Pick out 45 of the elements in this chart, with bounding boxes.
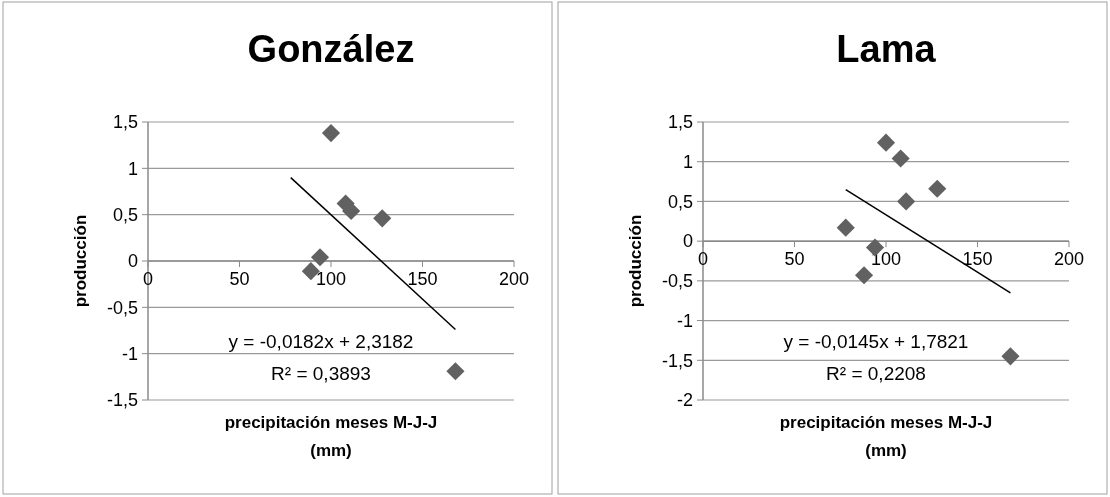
point — [1001, 347, 1020, 366]
y-tick-label: 0,5 — [112, 204, 138, 225]
y-tick-label: -0,5 — [661, 271, 693, 292]
y-tick-label: 0 — [682, 231, 693, 252]
point — [321, 124, 341, 143]
y-tick-label: 1 — [127, 158, 138, 179]
chart-title: Lama — [836, 28, 937, 70]
annotation: y = -0,0145x + 1,7821 — [783, 331, 969, 352]
y-tick-label: -0,5 — [106, 297, 138, 318]
x-tick-label: 0 — [697, 249, 709, 270]
y-tick-label: -2 — [676, 390, 693, 411]
point — [446, 362, 465, 381]
x-tick-label: 150 — [407, 269, 438, 289]
point — [876, 133, 896, 152]
point — [373, 209, 392, 228]
annotation: y = -0,0182x + 2,3182 — [228, 331, 414, 352]
x-tick-label: 200 — [498, 269, 530, 289]
x-axis-title: precipitación meses M-J-J (mm) — [224, 413, 438, 460]
point — [854, 266, 874, 285]
point — [836, 218, 855, 237]
y-tick-label: 1,5 — [112, 112, 138, 133]
x-tick-label: 50 — [784, 249, 805, 270]
point — [891, 149, 910, 168]
x-axis-title: precipitación meses M-J-J (mm) — [779, 413, 993, 460]
y-tick-label: -1,5 — [661, 350, 693, 371]
annotation: R² = 0,2208 — [826, 363, 926, 384]
chart-title: González — [247, 28, 415, 70]
y-tick-label: -1,5 — [106, 390, 138, 411]
x-tick-label: 50 — [229, 269, 250, 289]
x-tick-label: 100 — [315, 269, 347, 289]
y-axis-title: producción — [626, 214, 645, 308]
point — [897, 192, 916, 211]
y-axis-title: producción — [71, 214, 90, 308]
point — [310, 248, 330, 267]
point — [342, 201, 361, 221]
y-tick-label: 0,5 — [667, 191, 693, 212]
annotation: R² = 0,3893 — [271, 363, 371, 384]
y-tick-label: -1 — [121, 343, 138, 364]
point — [928, 179, 947, 198]
x-tick-label: 200 — [1053, 249, 1085, 270]
y-tick-label: 1 — [682, 152, 693, 173]
y-tick-label: 1,5 — [667, 112, 693, 133]
x-tick-label: 0 — [142, 269, 154, 289]
x-tick-label: 150 — [962, 249, 993, 270]
y-tick-label: -1 — [676, 310, 693, 331]
